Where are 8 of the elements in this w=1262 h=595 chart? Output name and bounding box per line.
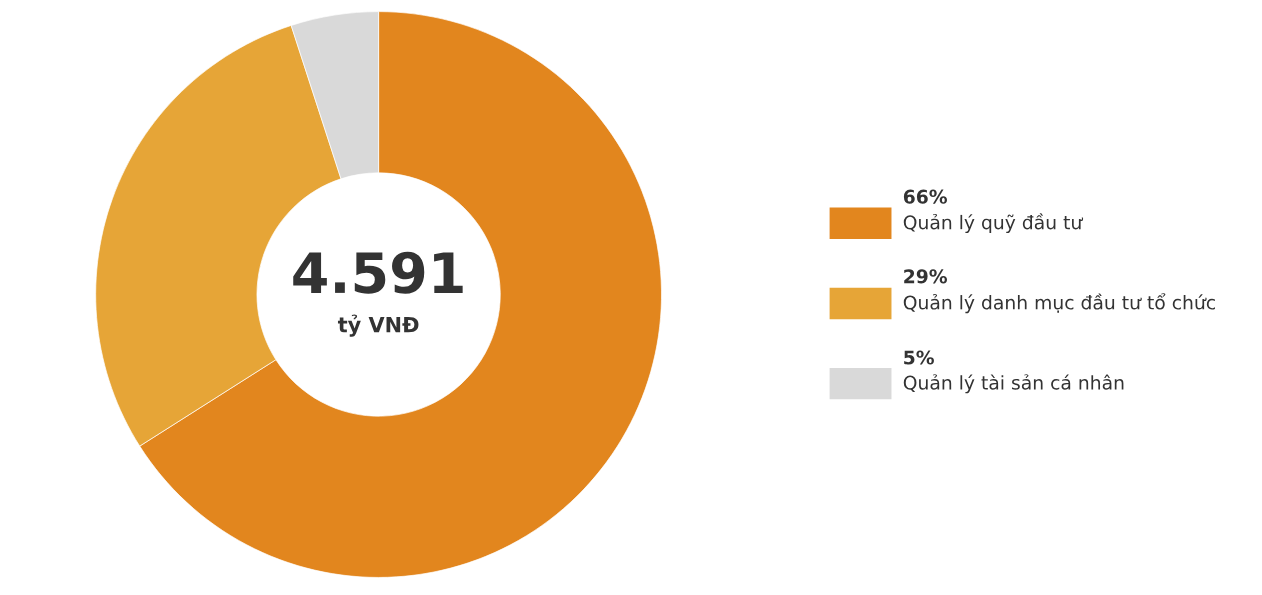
data-label: 29% [904, 269, 948, 284]
data-label: 5% [904, 350, 934, 365]
text: 4.591 [293, 251, 463, 294]
legend-label: Quản lý tài sản cá nhân [903, 374, 1124, 394]
text: tỷ VNĐ [337, 314, 419, 337]
legend-label: Quản lý danh mục đầu tư tổ chức [903, 293, 1215, 314]
legend-label: Quản lý quỹ đầu tư [903, 213, 1084, 234]
data-label: 66% [903, 189, 948, 204]
